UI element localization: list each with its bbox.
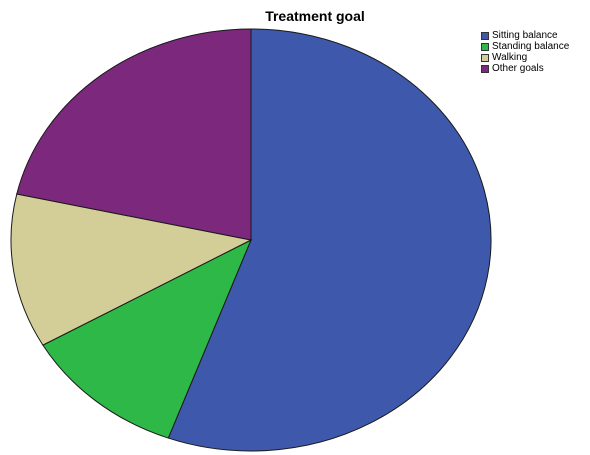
legend-label: Sitting balance [492, 30, 558, 41]
legend-label: Other goals [492, 63, 544, 74]
legend-label: Standing balance [492, 41, 570, 52]
pie-slice-walking [10, 193, 253, 346]
pie-slice-standing-balance [42, 238, 252, 439]
legend-item-sitting-balance: Sitting balance [481, 30, 590, 41]
legend-swatch [481, 31, 489, 40]
legend-item-standing-balance: Standing balance [481, 41, 590, 52]
pie-slice-sitting-balance [167, 28, 492, 452]
legend-label: Walking [492, 52, 528, 63]
legend-swatch [481, 42, 489, 51]
legend-item-walking: Walking [481, 52, 590, 63]
chart-title: Treatment goal [265, 8, 365, 24]
legend-swatch [481, 53, 489, 62]
pie-slice-other-goals [16, 28, 252, 241]
legend-swatch [481, 64, 489, 73]
legend: Sitting balance Standing balance Walking Ot… [481, 30, 590, 74]
legend-item-other-goals: Other goals [481, 63, 590, 74]
